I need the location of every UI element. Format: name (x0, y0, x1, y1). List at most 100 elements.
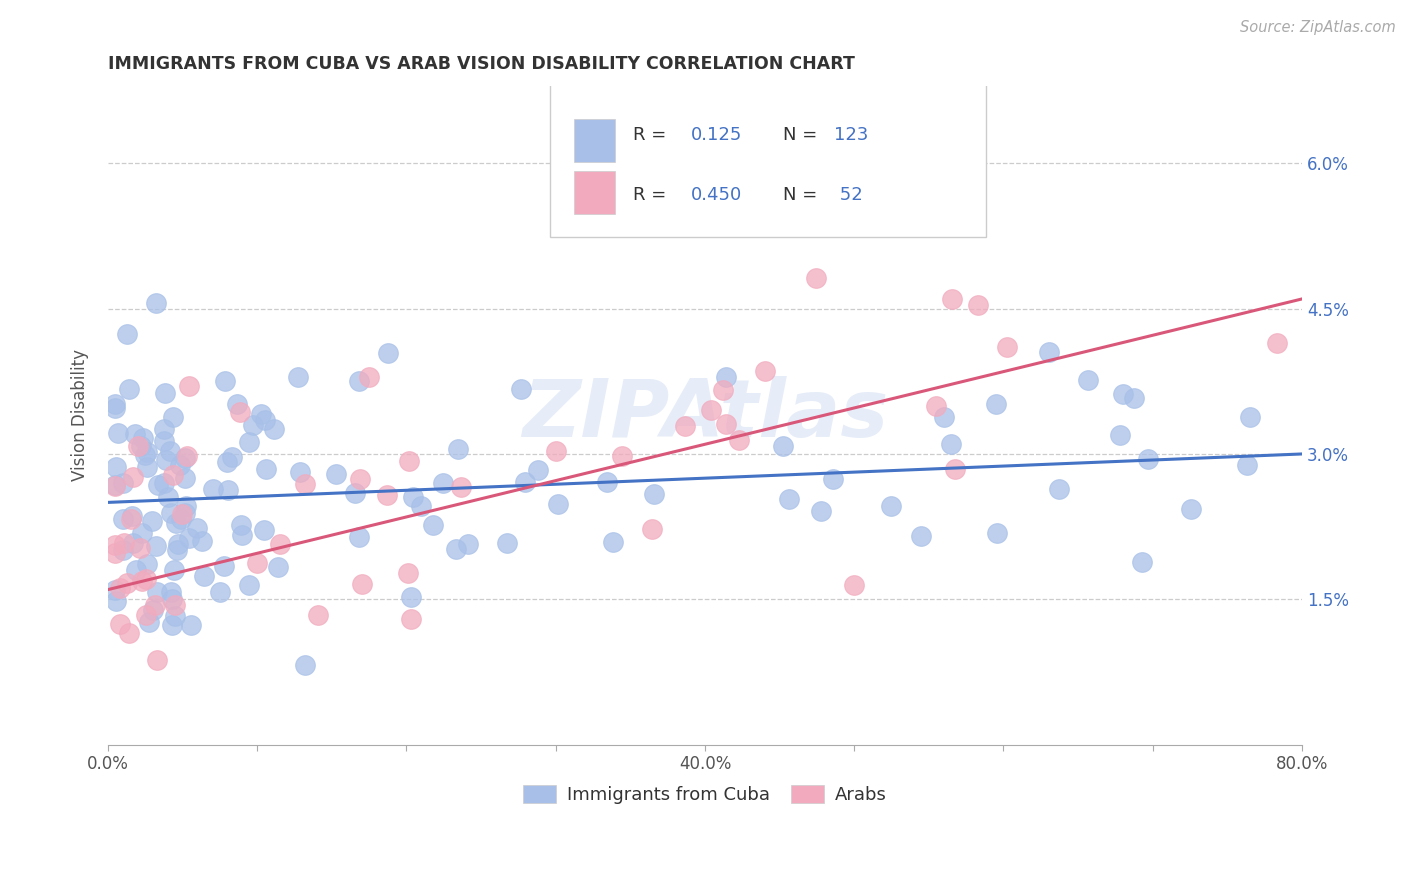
Point (527, 462, 550, 476)
Point (495, 536, 517, 550)
Point (246, 556, 269, 570)
Point (129, 541, 152, 555)
Point (124, 427, 146, 442)
Point (145, 653, 167, 667)
Point (596, 475, 619, 489)
Point (134, 448, 156, 462)
Point (153, 475, 176, 490)
Point (174, 506, 197, 520)
FancyBboxPatch shape (574, 119, 616, 161)
Point (111, 543, 134, 558)
Point (110, 582, 132, 596)
Point (166, 542, 188, 557)
Point (450, 480, 472, 494)
Point (402, 490, 425, 504)
Point (242, 417, 264, 432)
Point (294, 657, 316, 672)
Point (162, 410, 184, 425)
Point (152, 434, 174, 448)
Point (214, 374, 236, 388)
Point (107, 425, 129, 440)
Point (673, 419, 696, 434)
Point (1076, 373, 1098, 387)
Point (221, 450, 243, 464)
Point (943, 461, 966, 475)
Point (411, 499, 433, 513)
Point (806, 271, 828, 285)
Point (202, 482, 225, 496)
Point (174, 450, 197, 465)
Point (939, 437, 962, 451)
Point (127, 439, 149, 453)
Point (229, 405, 252, 419)
Point (191, 534, 214, 549)
Point (447, 442, 470, 456)
Point (602, 535, 624, 549)
Point (290, 465, 312, 479)
Point (925, 399, 948, 413)
Point (117, 626, 139, 640)
Point (1109, 428, 1132, 442)
Point (153, 422, 176, 436)
Point (229, 517, 252, 532)
Point (910, 529, 932, 543)
Point (131, 574, 153, 588)
Point (1047, 482, 1070, 496)
Point (711, 383, 734, 397)
Point (344, 485, 367, 500)
Point (714, 417, 737, 432)
Point (122, 535, 145, 549)
Text: 123: 123 (834, 126, 869, 145)
Point (135, 572, 157, 586)
Point (231, 528, 253, 542)
Point (643, 487, 665, 501)
Point (169, 458, 191, 472)
Point (118, 382, 141, 396)
Point (169, 512, 191, 526)
Point (160, 618, 183, 632)
Point (186, 521, 208, 535)
Point (141, 514, 163, 528)
Text: ZIPAtlas: ZIPAtlas (522, 376, 889, 454)
Text: 0.450: 0.450 (690, 186, 742, 203)
Point (226, 397, 249, 411)
Point (263, 422, 285, 436)
Point (1236, 458, 1258, 473)
Point (138, 615, 160, 629)
Point (754, 364, 776, 378)
Point (238, 578, 260, 592)
Text: R =: R = (633, 126, 672, 145)
FancyBboxPatch shape (550, 83, 986, 237)
Point (212, 558, 235, 573)
Point (610, 449, 633, 463)
Point (510, 383, 533, 397)
Point (165, 516, 187, 531)
Point (157, 491, 180, 505)
Point (810, 503, 832, 517)
Point (135, 445, 157, 459)
Point (254, 413, 277, 427)
Point (104, 538, 127, 552)
Point (208, 585, 231, 599)
Point (193, 569, 215, 583)
Point (104, 477, 127, 491)
Y-axis label: Vision Disability: Vision Disability (72, 349, 89, 481)
Point (350, 577, 373, 591)
Point (821, 472, 844, 486)
Point (120, 511, 142, 525)
Point (238, 434, 260, 449)
Point (728, 433, 751, 447)
Point (699, 403, 721, 417)
Point (172, 507, 194, 521)
Point (772, 439, 794, 453)
Point (105, 460, 128, 475)
Point (347, 375, 370, 389)
Point (544, 444, 567, 458)
Point (163, 563, 186, 577)
Point (716, 370, 738, 384)
Point (108, 616, 131, 631)
Point (1239, 410, 1261, 425)
Point (160, 506, 183, 520)
Point (932, 409, 955, 424)
Point (111, 512, 134, 526)
